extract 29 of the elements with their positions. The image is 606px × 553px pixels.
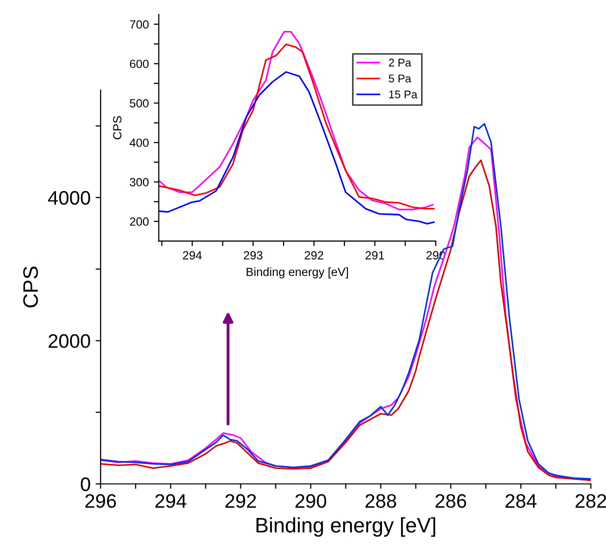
y-tick-label: 500 [130, 99, 149, 108]
y-tick-label: 300 [130, 178, 149, 186]
x-tick-label: 294 [155, 494, 186, 508]
x-tick-label: 292 [225, 494, 256, 508]
x-tick-label: 288 [366, 494, 396, 508]
x-tick-label: 292 [304, 251, 324, 260]
x-axis-title: Binding energy [eV] [256, 517, 436, 537]
x-tick-label: 286 [436, 494, 466, 508]
x-tick-label: 290 [295, 494, 326, 508]
x-axis-title: Binding energy [eV] [246, 267, 348, 278]
x-tick-label: 291 [366, 251, 384, 260]
line-series [158, 71, 435, 225]
x-tick-label: 284 [506, 494, 536, 508]
legend-label: 5 Pa [388, 74, 412, 82]
x-tick-label: 294 [182, 251, 202, 260]
y-tick-label: 200 [130, 217, 149, 226]
x-tick-label: 282 [576, 494, 606, 508]
x-tick-label: 293 [244, 251, 262, 260]
legend-label: 15 Pa [389, 90, 418, 98]
y-axis-title: CPS [23, 266, 38, 308]
y-tick-label: 700 [130, 20, 149, 29]
y-tick-label: 600 [130, 60, 149, 68]
y-tick-label: 400 [130, 138, 149, 147]
legend-label: 2 Pa [388, 58, 412, 67]
y-axis-title: CPS [113, 116, 122, 140]
y-tick-label: 2000 [48, 334, 90, 348]
x-tick-label: 296 [85, 494, 116, 508]
y-tick-label: 0 [80, 477, 90, 492]
y-tick-label: 4000 [48, 190, 90, 205]
